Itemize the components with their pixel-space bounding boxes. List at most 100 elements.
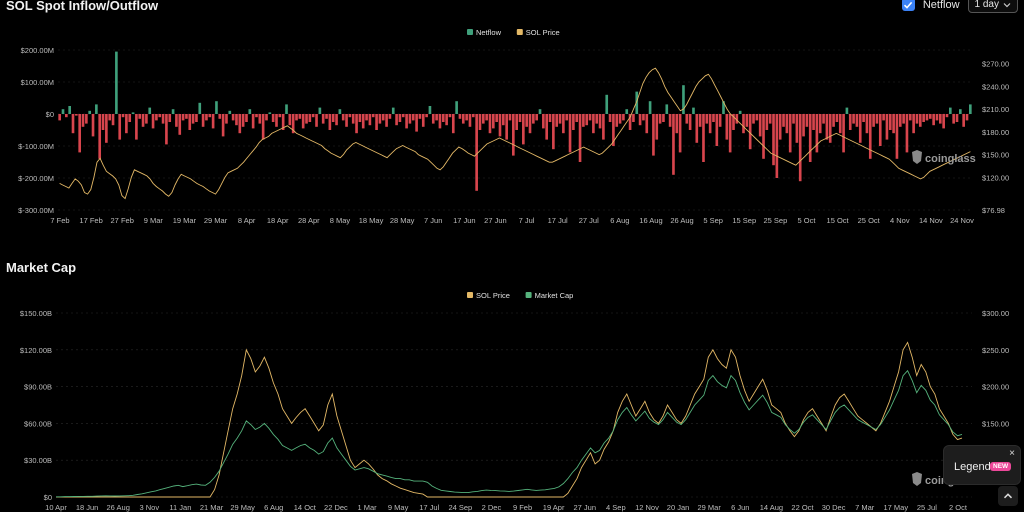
netflow-bar	[365, 114, 368, 121]
netflow-bar	[838, 114, 842, 134]
netflow-bar	[235, 114, 238, 126]
netflow-bar	[171, 109, 175, 114]
netflow-bar	[215, 101, 218, 114]
netflow-bar	[755, 114, 759, 121]
netflow-bar	[318, 107, 322, 114]
netflow-checkbox[interactable]	[901, 0, 915, 11]
x-tick: 29 May	[230, 503, 255, 512]
x-tick: 11 Jan	[169, 503, 191, 512]
netflow-bar	[712, 114, 715, 122]
netflow-bar	[488, 114, 492, 134]
y-right-tick: $240.00	[982, 82, 1009, 91]
netflow-bar	[95, 104, 98, 114]
netflow-bar	[762, 114, 765, 159]
netflow-bar	[638, 114, 642, 126]
netflow-bar	[828, 114, 832, 143]
netflow-bar	[225, 114, 228, 124]
netflow-bar	[481, 114, 485, 124]
x-tick: 9 May	[388, 503, 409, 512]
netflow-bar	[595, 114, 599, 124]
netflow-bar	[301, 114, 305, 129]
close-icon[interactable]: ×	[1009, 448, 1015, 459]
netflow-bar	[565, 114, 569, 121]
legend-swatch	[516, 29, 523, 35]
netflow-bar	[969, 104, 972, 114]
netflow-bar	[211, 114, 215, 129]
netflow-bar	[118, 114, 122, 140]
netflow-checkbox-label[interactable]: Netflow	[922, 0, 960, 11]
netflow-bar	[728, 114, 732, 153]
netflow-bar	[395, 114, 398, 126]
netflow-bar	[291, 114, 295, 134]
netflow-bar	[852, 114, 855, 124]
netflow-bar	[275, 114, 278, 127]
netflow-bar	[285, 104, 288, 114]
netflow-bar	[792, 114, 795, 124]
netflow-bar	[645, 114, 649, 134]
netflow-bar	[248, 109, 252, 114]
netflow-bar	[261, 114, 265, 140]
market-cap-chart[interactable]: SOL Price Market Cap $150.00B $120.00B $90.0…	[0, 285, 1024, 512]
y-left-tick: $0	[46, 110, 54, 119]
netflow-bar	[938, 114, 942, 124]
netflow-bar	[815, 114, 819, 153]
netflow-bar	[558, 114, 562, 124]
netflow-bar	[408, 114, 412, 124]
netflow-bar	[288, 114, 292, 126]
x-tick: 27 Jun	[573, 503, 596, 512]
netflow-bar	[898, 114, 902, 127]
x-tick: 19 Apr	[543, 503, 565, 512]
y-right-tick: $150.00	[982, 151, 1009, 160]
netflow-bar	[381, 114, 385, 121]
y-left-tick: $-100.00M	[18, 142, 54, 151]
netflow-bar	[341, 114, 345, 121]
chevron-up-icon	[1003, 493, 1013, 499]
scroll-to-top-button[interactable]	[998, 486, 1018, 506]
y-left-tick: $120.00B	[20, 346, 52, 355]
x-tick: 7 Jul	[519, 216, 535, 225]
netflow-bar	[855, 114, 859, 127]
netflow-bar	[78, 114, 82, 153]
netflow-bar	[875, 114, 879, 124]
netflow-bar	[865, 114, 869, 134]
x-tick: 7 Mar	[855, 503, 875, 512]
x-tick: 20 Jan	[667, 503, 690, 512]
netflow-bar	[308, 114, 312, 122]
netflow-bar	[138, 114, 142, 119]
netflow-bar	[742, 114, 745, 134]
netflow-bar	[141, 114, 145, 127]
netflow-bar	[158, 114, 162, 118]
netflow-bar	[345, 114, 348, 127]
netflow-bar	[121, 114, 125, 118]
netflow-bar	[888, 114, 892, 130]
y-left-tick: $-300.00M	[18, 206, 54, 215]
netflow-bar	[912, 114, 915, 134]
netflow-bar	[101, 114, 105, 130]
netflow-bar	[448, 114, 452, 118]
netflow-bar	[205, 114, 208, 121]
netflow-bar	[615, 114, 619, 127]
netflow-bar	[491, 114, 495, 129]
y-left-tick: $30.00B	[24, 456, 52, 465]
new-badge: NEW	[990, 462, 1012, 471]
netflow-bar	[75, 114, 78, 116]
x-tick: 15 Sep	[732, 216, 756, 225]
coinglass-logo-icon	[912, 472, 922, 486]
netflow-bar	[822, 114, 825, 124]
netflow-bar	[905, 114, 909, 153]
netflow-chart[interactable]: Netflow SOL Price $200.00M $100.00M $0 $-100.…	[0, 20, 1024, 230]
netflow-bar	[672, 114, 675, 175]
netflow-bar	[498, 114, 502, 137]
netflow-bar	[331, 114, 335, 122]
netflow-bar	[952, 114, 955, 124]
legend-popup[interactable]: Legend NEW ×	[943, 445, 1021, 485]
netflow-bar	[208, 114, 212, 118]
netflow-bar	[652, 114, 655, 156]
interval-select[interactable]: 1 day	[967, 0, 1018, 13]
netflow-bar	[65, 114, 68, 118]
x-tick: 7 Jun	[424, 216, 442, 225]
netflow-bar	[151, 114, 155, 129]
netflow-bar	[111, 114, 115, 126]
y-left-tick: $60.00B	[24, 419, 52, 428]
netflow-bar	[451, 114, 455, 134]
